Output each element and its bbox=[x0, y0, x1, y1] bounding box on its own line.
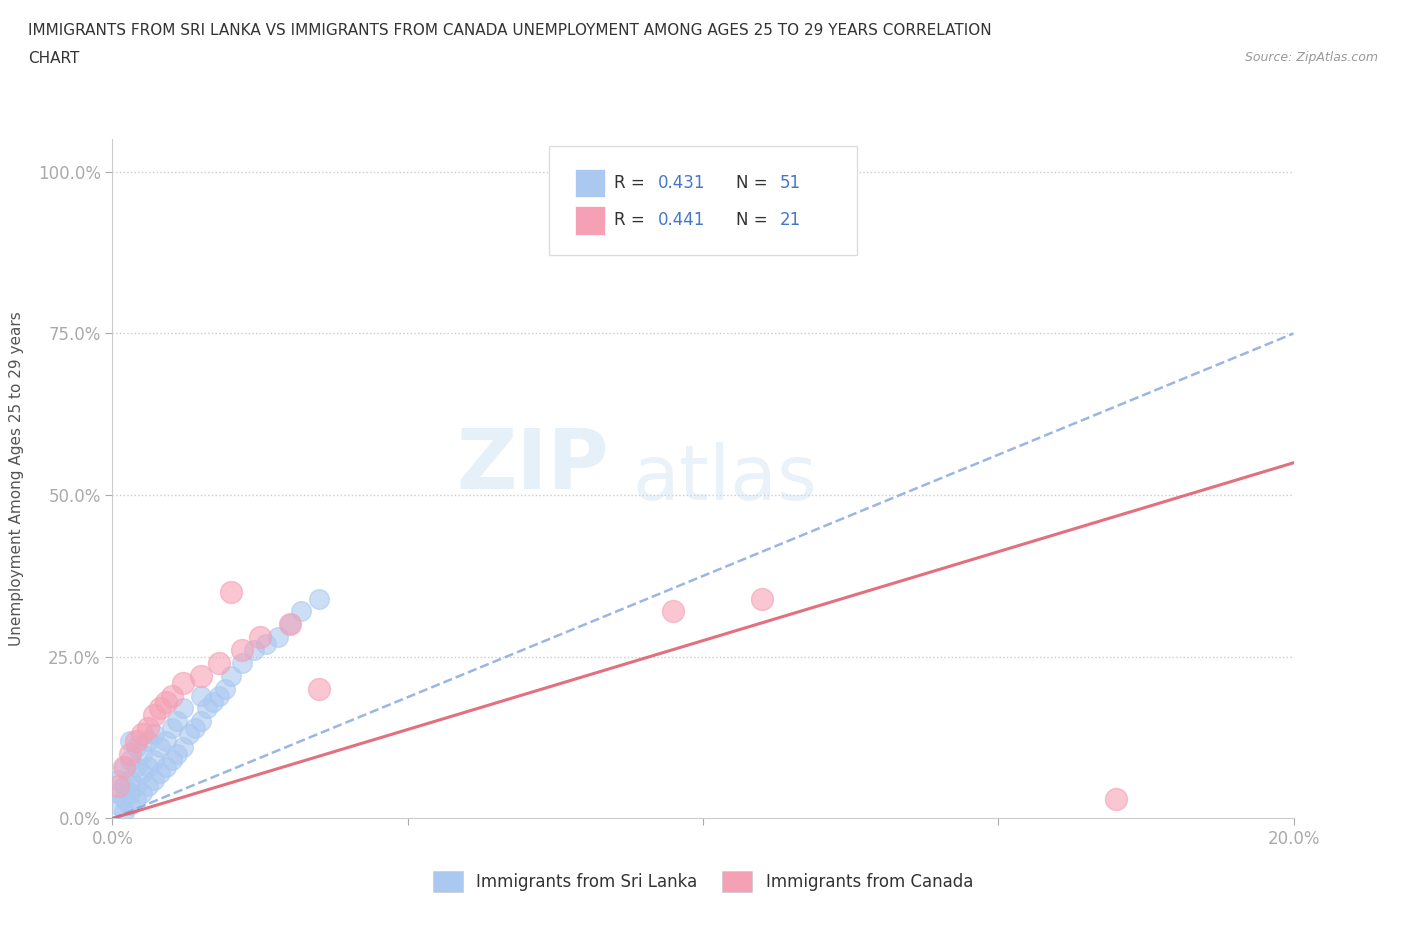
Point bbox=[107, 798, 129, 813]
Point bbox=[131, 727, 153, 742]
Point bbox=[278, 617, 301, 631]
Point bbox=[112, 778, 135, 793]
Point bbox=[120, 752, 142, 767]
Point bbox=[1105, 791, 1128, 806]
Text: R =: R = bbox=[614, 174, 651, 192]
Point bbox=[172, 675, 194, 690]
Text: CHART: CHART bbox=[28, 51, 80, 66]
Point bbox=[112, 759, 135, 774]
Point bbox=[208, 656, 231, 671]
Point bbox=[155, 695, 177, 710]
Point bbox=[166, 714, 188, 729]
Point bbox=[662, 604, 685, 619]
Point bbox=[120, 746, 142, 761]
Point bbox=[112, 791, 135, 806]
Point bbox=[751, 591, 773, 606]
Point bbox=[149, 701, 172, 716]
Point bbox=[308, 682, 330, 697]
Point bbox=[125, 791, 148, 806]
Point bbox=[214, 682, 236, 697]
Point bbox=[290, 604, 312, 619]
Point bbox=[112, 804, 135, 819]
Point bbox=[278, 617, 301, 631]
Text: 0.441: 0.441 bbox=[658, 211, 706, 230]
Text: ZIP: ZIP bbox=[456, 425, 609, 506]
Point bbox=[120, 772, 142, 787]
Point bbox=[254, 636, 277, 651]
Text: N =: N = bbox=[737, 211, 773, 230]
Point bbox=[190, 714, 212, 729]
Point bbox=[201, 695, 224, 710]
Point bbox=[125, 778, 148, 793]
FancyBboxPatch shape bbox=[575, 206, 605, 234]
Point bbox=[142, 752, 165, 767]
Point bbox=[107, 778, 129, 793]
Point bbox=[219, 585, 242, 600]
Point bbox=[243, 643, 266, 658]
Point bbox=[136, 734, 159, 749]
Text: 0.431: 0.431 bbox=[658, 174, 706, 192]
Point bbox=[136, 778, 159, 793]
Point bbox=[166, 746, 188, 761]
Point bbox=[208, 688, 231, 703]
Point bbox=[120, 785, 142, 800]
Point bbox=[160, 752, 183, 767]
Point bbox=[125, 734, 148, 749]
Text: 21: 21 bbox=[780, 211, 801, 230]
Point bbox=[131, 765, 153, 780]
Point bbox=[190, 669, 212, 684]
Point bbox=[131, 785, 153, 800]
Point bbox=[160, 688, 183, 703]
Point bbox=[190, 688, 212, 703]
Point bbox=[136, 721, 159, 736]
Point bbox=[107, 772, 129, 787]
Point bbox=[142, 772, 165, 787]
Y-axis label: Unemployment Among Ages 25 to 29 years: Unemployment Among Ages 25 to 29 years bbox=[8, 312, 24, 646]
Point bbox=[155, 759, 177, 774]
Point bbox=[195, 701, 218, 716]
Point bbox=[267, 630, 290, 644]
Point bbox=[136, 759, 159, 774]
Point bbox=[125, 759, 148, 774]
Text: atlas: atlas bbox=[633, 442, 817, 516]
Text: N =: N = bbox=[737, 174, 773, 192]
Point bbox=[160, 721, 183, 736]
Point bbox=[231, 656, 253, 671]
Point bbox=[249, 630, 271, 644]
Point bbox=[120, 734, 142, 749]
Point bbox=[172, 740, 194, 755]
Point bbox=[179, 727, 201, 742]
Text: Source: ZipAtlas.com: Source: ZipAtlas.com bbox=[1244, 51, 1378, 64]
Text: IMMIGRANTS FROM SRI LANKA VS IMMIGRANTS FROM CANADA UNEMPLOYMENT AMONG AGES 25 T: IMMIGRANTS FROM SRI LANKA VS IMMIGRANTS … bbox=[28, 23, 991, 38]
FancyBboxPatch shape bbox=[575, 168, 605, 197]
Point bbox=[231, 643, 253, 658]
Legend: Immigrants from Sri Lanka, Immigrants from Canada: Immigrants from Sri Lanka, Immigrants fr… bbox=[426, 865, 980, 898]
Point bbox=[131, 746, 153, 761]
Point bbox=[308, 591, 330, 606]
Point bbox=[172, 701, 194, 716]
Point bbox=[184, 721, 207, 736]
Point bbox=[125, 740, 148, 755]
Point bbox=[112, 759, 135, 774]
FancyBboxPatch shape bbox=[550, 146, 856, 255]
Point bbox=[120, 798, 142, 813]
Point bbox=[155, 734, 177, 749]
Text: R =: R = bbox=[614, 211, 651, 230]
Point bbox=[107, 785, 129, 800]
Point bbox=[142, 708, 165, 723]
Point bbox=[149, 765, 172, 780]
Text: 51: 51 bbox=[780, 174, 801, 192]
Point bbox=[219, 669, 242, 684]
Point bbox=[149, 740, 172, 755]
Point bbox=[142, 727, 165, 742]
